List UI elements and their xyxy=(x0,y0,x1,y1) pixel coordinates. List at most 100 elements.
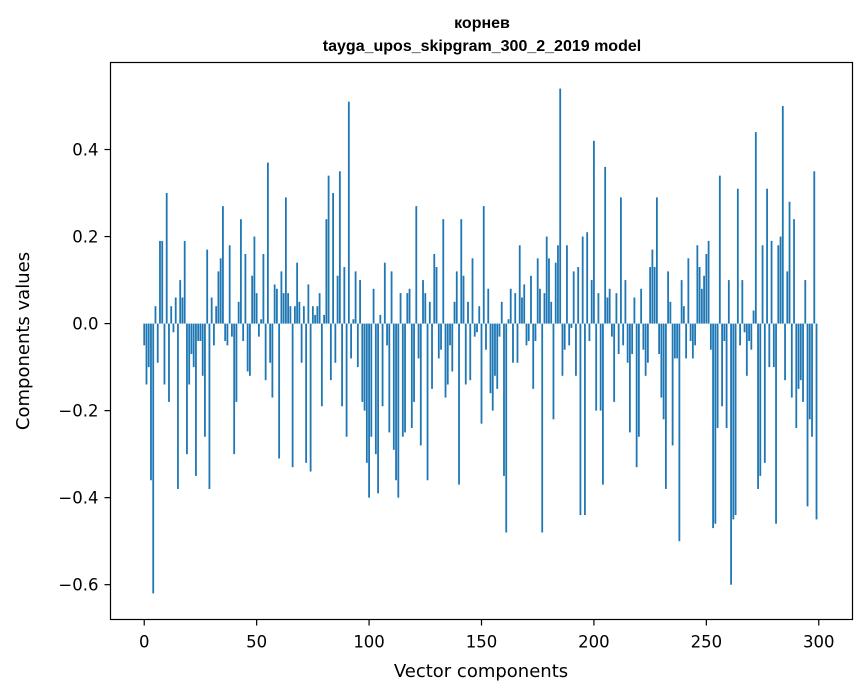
bar xyxy=(527,323,530,341)
bar xyxy=(802,323,804,402)
bar xyxy=(154,306,157,324)
y-tick-label: 0.0 xyxy=(72,315,98,334)
chart-title: корнев xyxy=(454,15,510,32)
bar xyxy=(741,280,744,324)
bar xyxy=(458,323,460,485)
bar xyxy=(374,323,377,455)
bar xyxy=(536,258,539,324)
bar xyxy=(649,267,652,324)
bar xyxy=(217,271,220,324)
y-tick-label: −0.4 xyxy=(58,489,98,508)
bar xyxy=(682,306,685,324)
bar xyxy=(426,323,429,481)
bar xyxy=(422,280,424,324)
bar xyxy=(543,293,546,324)
bar xyxy=(680,280,683,324)
bar xyxy=(219,258,222,324)
y-tick-label: −0.2 xyxy=(58,402,98,421)
bar xyxy=(293,306,296,324)
chart-subtitle: tayga_upos_skipgram_300_2_2019 model xyxy=(323,38,641,55)
bar xyxy=(561,323,564,376)
bar xyxy=(777,245,780,324)
bar xyxy=(595,323,598,411)
bar xyxy=(347,101,350,324)
bar xyxy=(467,301,469,324)
bar xyxy=(698,267,701,324)
bar xyxy=(350,323,352,359)
bar xyxy=(228,245,231,324)
bar xyxy=(291,323,294,468)
bar xyxy=(500,301,503,324)
bar xyxy=(586,232,589,324)
bar xyxy=(770,240,773,324)
bar xyxy=(240,219,242,324)
bar xyxy=(716,323,719,429)
bar xyxy=(572,271,575,324)
bar xyxy=(424,293,427,324)
bar xyxy=(590,280,593,324)
bar xyxy=(554,262,557,324)
bar xyxy=(752,310,755,324)
bar xyxy=(689,323,692,341)
bar xyxy=(311,306,314,324)
bar xyxy=(673,323,676,359)
bar xyxy=(734,323,737,516)
bar xyxy=(359,280,361,324)
bar xyxy=(188,323,191,385)
bar xyxy=(262,253,265,324)
bar xyxy=(707,240,710,324)
bar xyxy=(284,197,287,324)
bar xyxy=(779,236,782,324)
bar xyxy=(604,166,607,324)
bar xyxy=(451,323,454,372)
bar xyxy=(320,323,323,407)
bar xyxy=(338,171,341,324)
bar xyxy=(449,323,451,346)
bar xyxy=(233,323,236,455)
x-tick-label: 200 xyxy=(578,633,610,652)
bar xyxy=(622,323,625,346)
bar xyxy=(334,323,337,363)
bar xyxy=(768,323,771,368)
y-axis-ticks: −0.6 −0.4 −0.2 0.0 0.2 0.4 xyxy=(58,141,111,595)
bar xyxy=(691,323,694,359)
bar xyxy=(480,323,483,424)
bar xyxy=(159,240,161,324)
bar xyxy=(736,188,739,324)
bar xyxy=(754,132,757,324)
bar xyxy=(323,314,326,324)
bar xyxy=(215,306,218,324)
bar xyxy=(224,323,227,341)
bar xyxy=(539,288,541,324)
bar xyxy=(289,306,292,324)
bar xyxy=(150,323,152,481)
bar xyxy=(667,271,670,324)
bar xyxy=(786,271,789,324)
bar xyxy=(179,280,182,324)
bar xyxy=(530,275,532,324)
bar xyxy=(309,323,312,472)
y-axis-label: Components values xyxy=(13,252,34,430)
bar xyxy=(401,323,404,437)
bar xyxy=(761,245,764,324)
bar xyxy=(280,271,283,324)
bar xyxy=(318,293,321,324)
bar xyxy=(208,323,211,489)
bar xyxy=(703,275,705,324)
bar xyxy=(494,323,496,376)
x-axis-label: Vector components xyxy=(394,661,568,682)
bar xyxy=(757,323,759,489)
bar xyxy=(275,288,278,324)
bar xyxy=(327,175,330,324)
bar xyxy=(509,288,512,324)
bar xyxy=(491,323,494,411)
bar xyxy=(145,323,148,385)
bar xyxy=(626,323,629,363)
bar xyxy=(177,323,179,489)
bar xyxy=(642,323,645,350)
bar xyxy=(804,280,807,324)
bar xyxy=(190,323,193,355)
bar xyxy=(631,323,634,355)
bar xyxy=(170,306,173,324)
x-tick-label: 50 xyxy=(246,633,267,652)
